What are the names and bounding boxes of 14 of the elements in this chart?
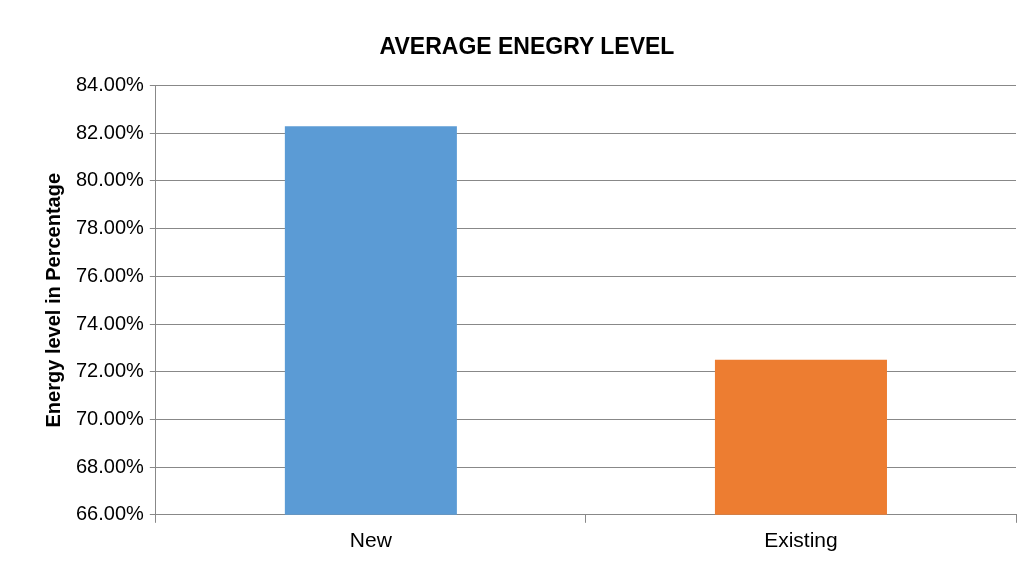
y-tick-label: 78.00% <box>75 216 145 239</box>
y-tick-label: 84.00% <box>75 73 145 96</box>
x-tick-label: Existing <box>764 528 838 552</box>
y-tick-label: 72.00% <box>75 359 145 382</box>
y-axis-title: Energy level in Percentage <box>41 172 64 428</box>
y-tick-label: 70.00% <box>75 406 145 429</box>
y-tick-label: 74.00% <box>75 311 145 334</box>
chart-title: AVERAGE ENEGRY LEVEL <box>379 33 675 60</box>
y-tick-label: 68.00% <box>75 454 145 477</box>
y-tick-label: 66.00% <box>75 502 145 525</box>
y-tick-label: 82.00% <box>75 120 145 143</box>
y-tick-label: 76.00% <box>75 263 145 286</box>
y-tick-label: 80.00% <box>75 168 145 191</box>
x-tick-label: New <box>349 528 393 552</box>
